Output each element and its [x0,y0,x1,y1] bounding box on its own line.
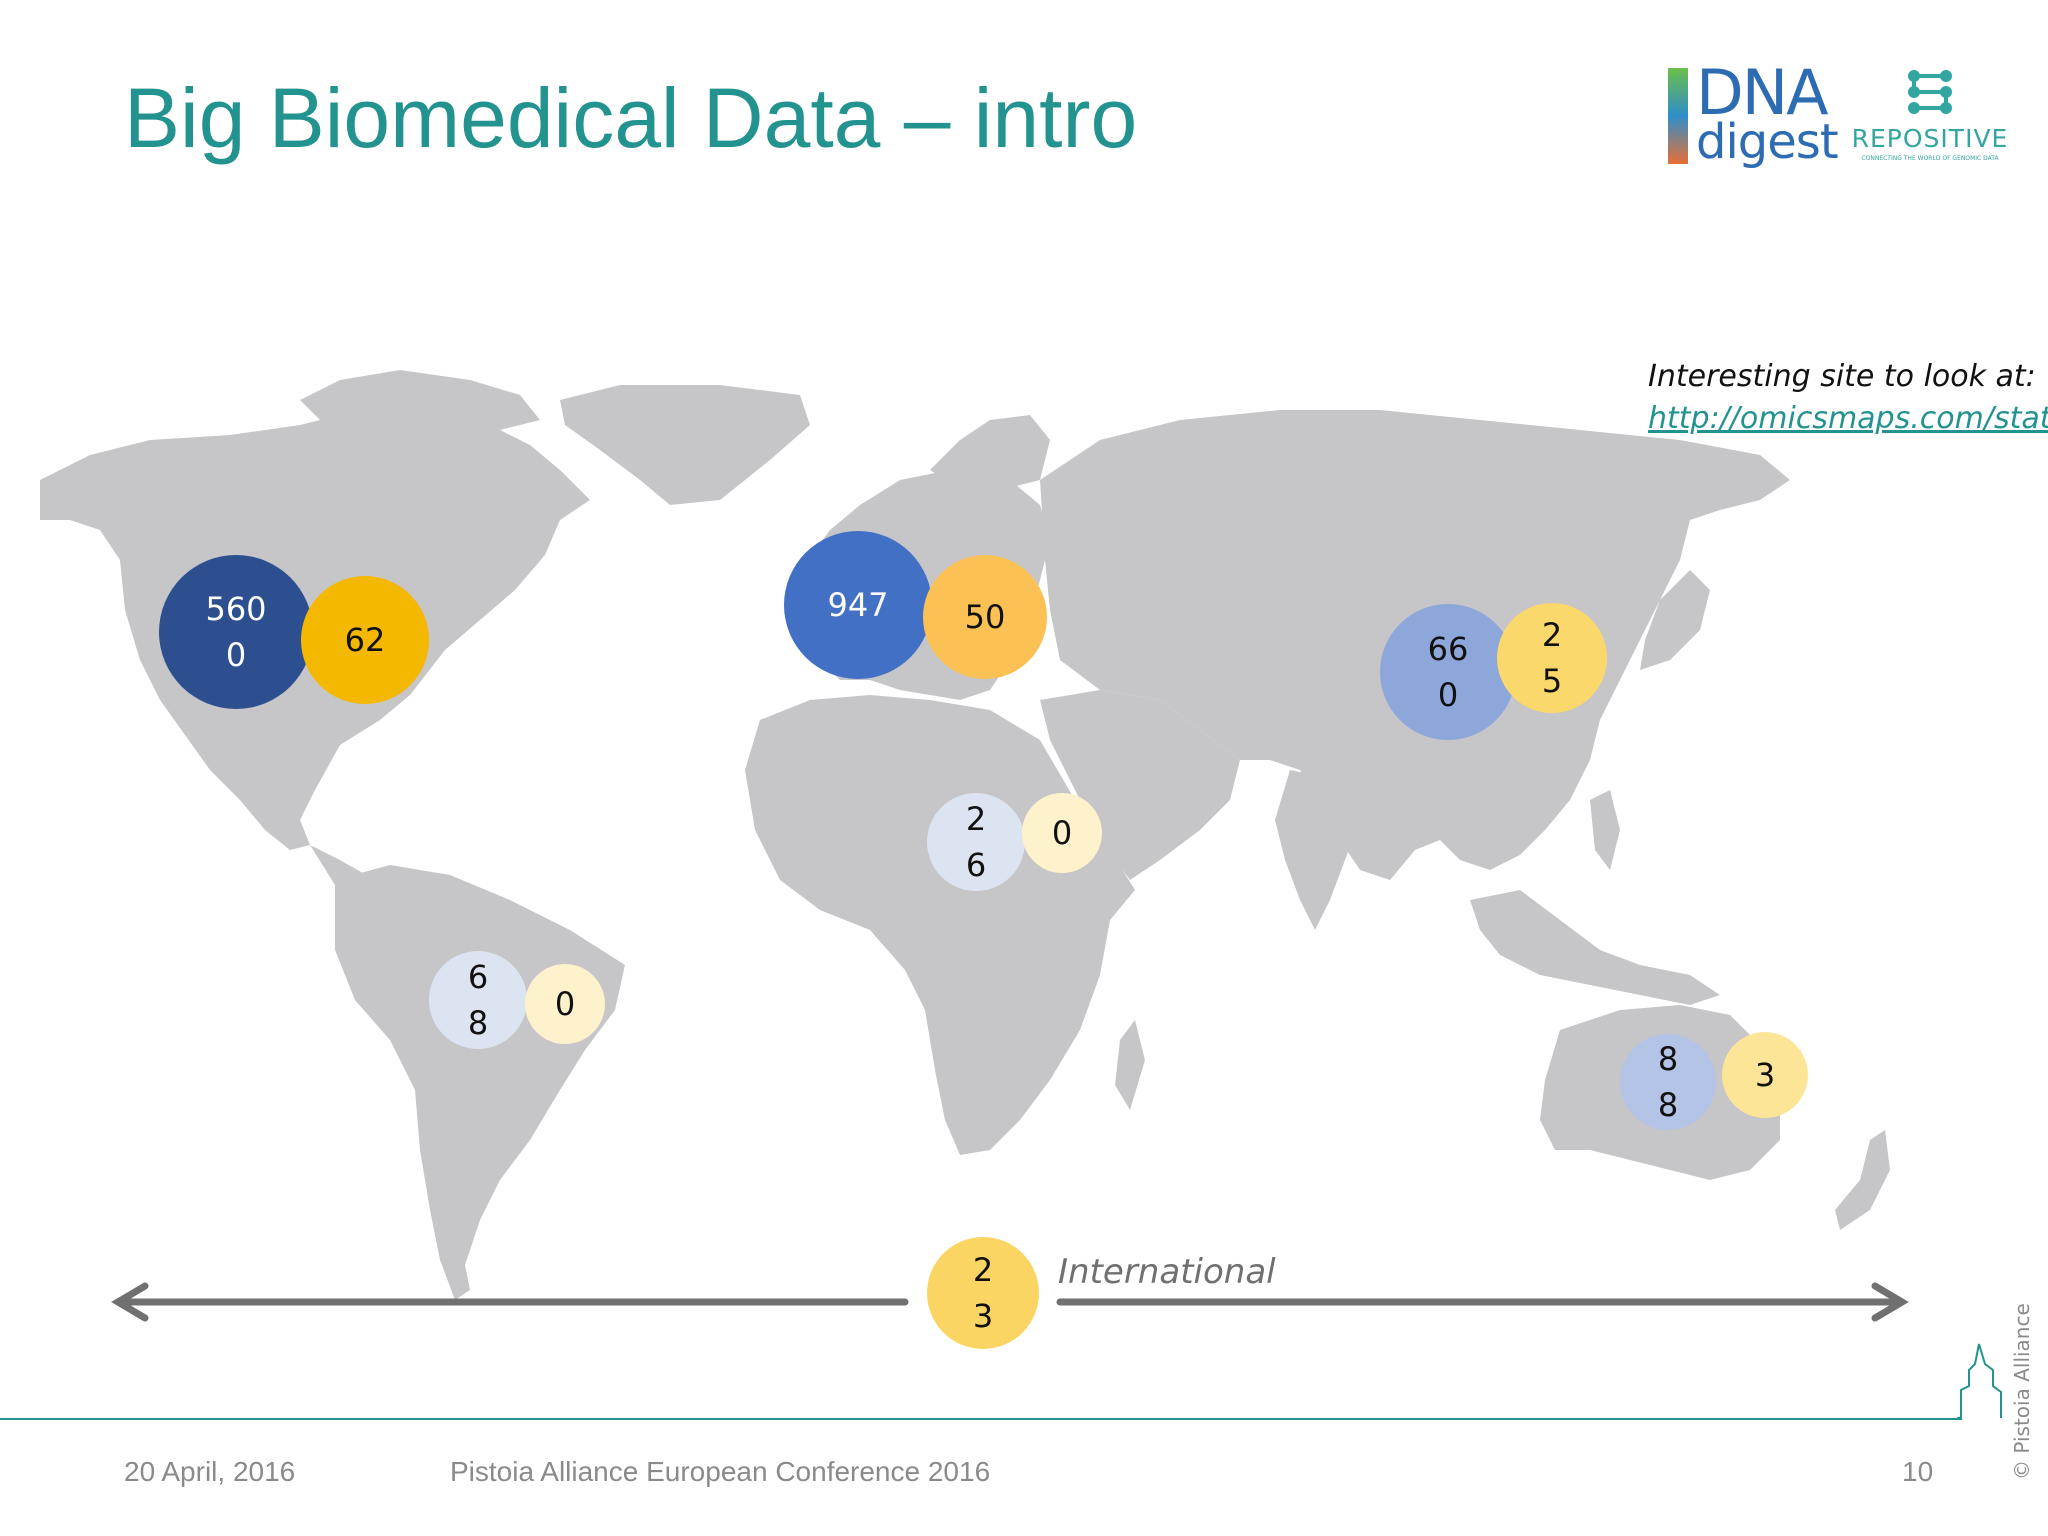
landmass-new-zealand [1835,1130,1890,1230]
australia-bubble-a [1620,1034,1716,1130]
europe-bubble-a [784,531,932,679]
landmass-south-america [335,865,625,1300]
east-asia-bubble-a [1380,604,1516,740]
repositive-tagline: CONNECTING THE WORLD OF GENOMIC DATA [1861,155,1999,162]
south-america-bubble-a [429,951,527,1049]
south-america-value-b: 0 [555,985,575,1023]
east-asia-value-a: 66 [1428,630,1469,668]
europe-value-a: 947 [827,586,888,624]
international-bubble-b [927,1237,1039,1349]
pistoia-tower-icon [1957,1343,2002,1419]
arrow-left-head [111,1282,149,1322]
australia-bubble-b [1722,1032,1808,1118]
landmass-philippines [1590,790,1620,870]
australia-value-b: 3 [1755,1056,1775,1094]
copyright-notice: © Pistoia Alliance [2010,1303,2034,1480]
note-text: Interesting site to look at: [1648,359,2036,394]
east-asia-bubble-b [1497,603,1607,713]
landmass-canada-islands [300,370,540,430]
north-america-bubble-b [301,576,429,704]
europe-bubble-b [923,555,1047,679]
north-america-value-b: 62 [345,621,386,659]
international-value-b: 3 [973,1297,993,1335]
landmass-japan [1640,570,1710,670]
omicsmaps-link[interactable]: http://omicsmaps.com/stats [1648,401,2048,436]
australia-value-a: 8 [1658,1040,1678,1078]
north-america-bubble-a [159,555,313,709]
south-america-value-a: 8 [468,1004,488,1042]
slide-title: Big Biomedical Data – intro [124,71,1138,165]
south-america-bubble-b [525,964,605,1044]
landmass-southeast-asia [1470,890,1720,1005]
landmass-scandinavia [930,415,1050,490]
east-asia-value-b: 2 [1542,616,1562,654]
international-label: International [1058,1252,1276,1292]
repositive-logo: REPOSITIVE CONNECTING THE WORLD OF GENOM… [1850,66,2010,166]
footer-divider [0,1418,1962,1420]
dna-color-bar [1668,68,1688,164]
europe-value-b: 50 [965,598,1006,636]
footer-conference: Pistoia Alliance European Conference 201… [450,1456,991,1487]
dna-digest-logo: DNA digest [1668,56,1839,174]
page-number: 10 [1902,1456,1934,1487]
australia-value-a: 8 [1658,1086,1678,1124]
north-america-value-a: 560 [205,590,266,628]
dna-logo-text: DNA [1696,56,1829,129]
arrow-right-head [1871,1282,1909,1322]
international-arrow [111,1282,1909,1322]
international-value-b: 2 [973,1251,993,1289]
africa-bubble-a [927,793,1025,891]
landmass-india [1275,770,1360,930]
region-bubbles: 560 0 62 947 50 66 0 2 5 2 6 0 6 8 0 8 8 3 2 3 International [159,531,1808,1349]
repositive-logo-text: REPOSITIVE [1851,124,2009,153]
east-asia-value-a: 0 [1438,676,1458,714]
africa-bubble-b [1022,793,1102,873]
africa-value-b: 0 [1052,814,1072,852]
east-asia-value-b: 5 [1542,662,1562,700]
landmass-middle-east [1040,690,1240,880]
digest-logo-text: digest [1696,114,1839,170]
note-box: Interesting site to look at: http://omic… [1648,356,2048,440]
south-america-value-a: 6 [468,958,488,996]
north-america-value-a: 0 [226,636,246,674]
africa-value-a: 2 [966,800,986,838]
repositive-network-icon [1908,70,1952,114]
africa-value-a: 6 [966,846,986,884]
landmass-madagascar [1115,1020,1145,1110]
landmass-greenland [560,385,810,505]
footer-date: 20 April, 2016 [124,1456,296,1487]
